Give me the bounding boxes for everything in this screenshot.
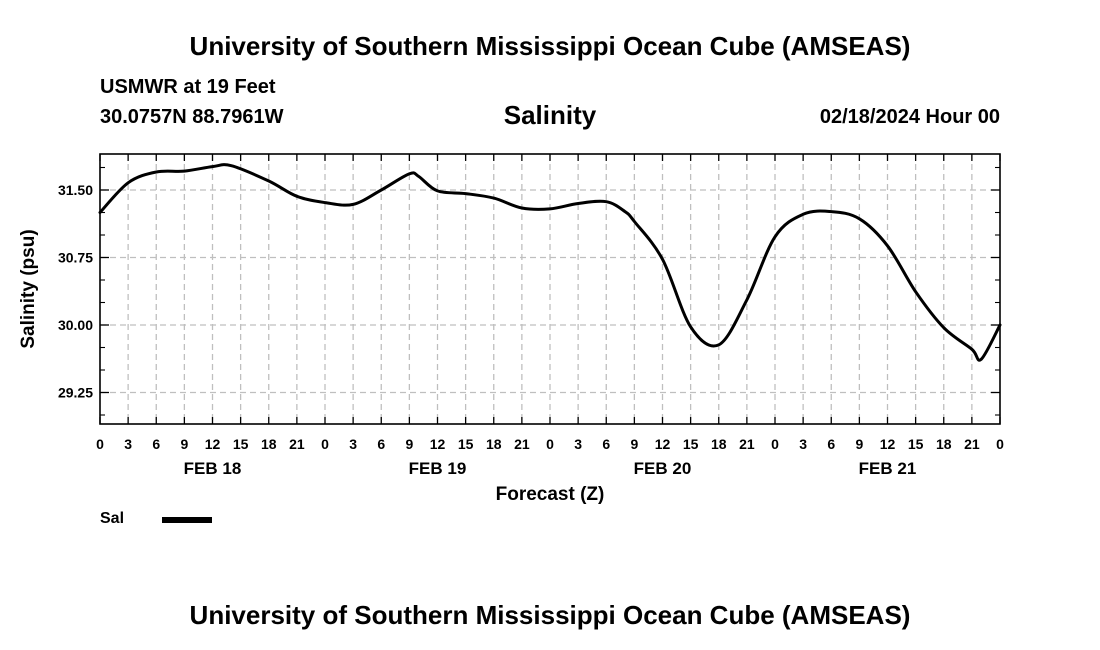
x-tick-label: 9: [180, 436, 188, 452]
x-tick-label: 0: [771, 436, 779, 452]
y-tick-label: 30.75: [58, 250, 93, 266]
station-name: USMWR at 19 Feet: [100, 76, 276, 98]
x-tick-label: 15: [908, 436, 924, 452]
x-tick-label: 18: [486, 436, 502, 452]
x-tick-label: 12: [430, 436, 446, 452]
x-tick-label: 18: [936, 436, 952, 452]
x-tick-label: 6: [377, 436, 385, 452]
x-tick-label: 3: [574, 436, 582, 452]
x-tick-label: 15: [458, 436, 474, 452]
x-tick-label: 21: [739, 436, 755, 452]
x-tick-label: 3: [124, 436, 132, 452]
legend-label-sal: Sal: [100, 510, 125, 527]
y-axis-ticks: 29.25 30.00 30.75 31.50: [58, 166, 1000, 416]
y-axis-title: Salinity (psu): [18, 229, 39, 348]
x-date-label: FEB 20: [634, 459, 692, 478]
y-tick-label: 30.00: [58, 317, 93, 333]
x-tick-label: 12: [205, 436, 221, 452]
x-date-label: FEB 21: [859, 459, 917, 478]
x-tick-label: 9: [405, 436, 413, 452]
x-tick-label: 18: [711, 436, 727, 452]
x-tick-label: 3: [799, 436, 807, 452]
x-tick-label: 0: [96, 436, 104, 452]
x-date-label: FEB 19: [409, 459, 467, 478]
x-tick-label: 21: [289, 436, 305, 452]
x-tick-label: 0: [546, 436, 554, 452]
x-tick-label: 21: [964, 436, 980, 452]
x-tick-label: 6: [152, 436, 160, 452]
x-tick-label: 9: [630, 436, 638, 452]
x-tick-label: 21: [514, 436, 530, 452]
y-tick-label: 31.50: [58, 182, 93, 198]
x-tick-label: 9: [855, 436, 863, 452]
x-tick-label: 6: [602, 436, 610, 452]
x-tick-label: 12: [655, 436, 671, 452]
x-tick-label: 12: [880, 436, 896, 452]
series-line-sal: [98, 163, 1002, 362]
y-tick-label: 29.25: [58, 385, 93, 401]
x-tick-label: 18: [261, 436, 277, 452]
x-tick-label: 0: [996, 436, 1004, 452]
x-tick-label: 15: [683, 436, 699, 452]
x-axis-date-labels: FEB 18 FEB 19 FEB 20 FEB 21: [184, 459, 917, 478]
chart-title: Salinity: [504, 100, 597, 130]
station-coordinates: 30.0757N 88.7961W: [100, 106, 284, 128]
x-tick-label: 6: [827, 436, 835, 452]
x-tick-label: 0: [321, 436, 329, 452]
valid-time: 02/18/2024 Hour 00: [819, 106, 1000, 128]
x-tick-label: 15: [233, 436, 249, 452]
top-title: University of Southern Mississippi Ocean…: [189, 31, 911, 61]
series-layer: [98, 163, 1002, 362]
grid-lines: [100, 154, 1000, 424]
x-date-label: FEB 18: [184, 459, 242, 478]
x-tick-label: 3: [349, 436, 357, 452]
x-axis-title: Forecast (Z): [496, 484, 605, 505]
bottom-title: University of Southern Mississippi Ocean…: [189, 600, 911, 630]
x-axis-ticks: 0 3 6 9 12 15 18 21 0 3 6 9 12 15 18 21 0 3 6 9 12 15 18 21 0 3 6 9…: [96, 154, 1004, 452]
